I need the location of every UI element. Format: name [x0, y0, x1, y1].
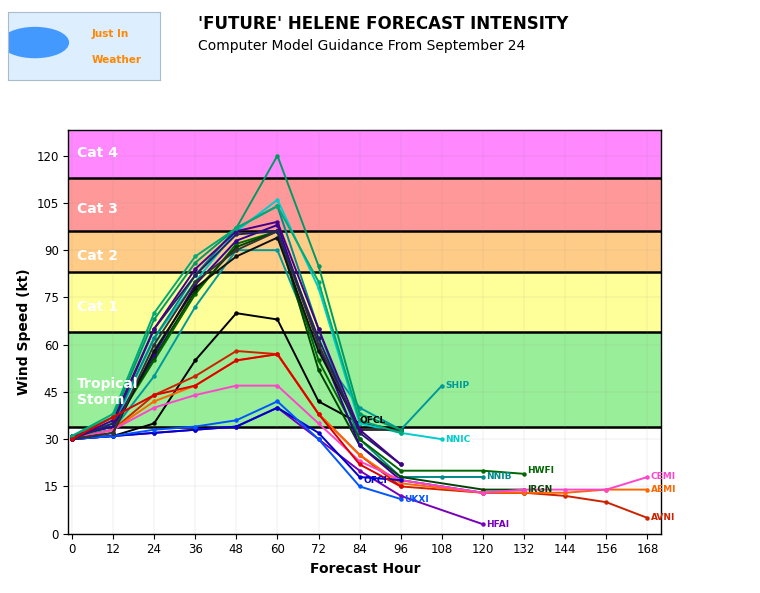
Text: HWFI: HWFI: [527, 466, 555, 475]
Bar: [68, 231, 661, 272]
X-axis label: Forecast Hour: Forecast Hour: [309, 562, 420, 576]
Text: AEMI: AEMI: [651, 485, 676, 494]
Text: NNIC: NNIC: [445, 435, 470, 444]
Text: Weather: Weather: [91, 55, 141, 65]
Text: Cat 3: Cat 3: [77, 202, 118, 216]
Text: HFAI: HFAI: [486, 519, 509, 529]
Circle shape: [2, 27, 68, 58]
Y-axis label: Wind Speed (kt): Wind Speed (kt): [17, 269, 30, 396]
Text: Computer Model Guidance From September 24: Computer Model Guidance From September 2…: [198, 39, 525, 53]
Text: Cat 4: Cat 4: [77, 145, 118, 160]
Text: NNIB: NNIB: [486, 473, 512, 482]
Text: 'FUTURE' HELENE FORECAST INTENSITY: 'FUTURE' HELENE FORECAST INTENSITY: [198, 15, 568, 33]
Text: AVNI: AVNI: [651, 514, 676, 522]
Text: SHIP: SHIP: [445, 381, 470, 390]
Text: UKXI: UKXI: [404, 495, 429, 503]
Text: OFCI: OFCI: [363, 476, 387, 484]
Text: Tropical
Storm: Tropical Storm: [77, 377, 138, 407]
Text: CEMI: CEMI: [651, 473, 676, 482]
Text: IRGN: IRGN: [527, 485, 553, 494]
Text: Just In: Just In: [91, 28, 128, 39]
Bar: [68, 272, 661, 332]
Text: Cat 1: Cat 1: [77, 300, 118, 314]
Bar: [68, 178, 661, 231]
Text: OFCL: OFCL: [359, 416, 386, 425]
Text: Cat 2: Cat 2: [77, 250, 118, 263]
Bar: [68, 124, 661, 178]
Bar: [68, 332, 661, 426]
